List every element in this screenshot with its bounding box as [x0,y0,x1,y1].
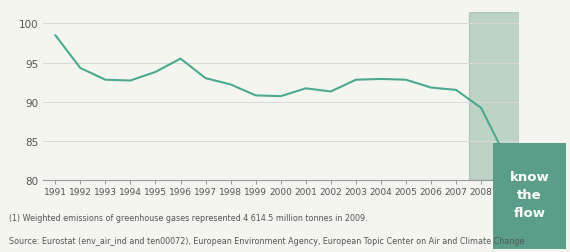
Text: Source: Eurostat (env_air_ind and ten00072), European Environment Agency, Europe: Source: Eurostat (env_air_ind and ten000… [9,236,524,245]
Text: know
the
flow: know the flow [510,170,549,219]
Text: (1) Weighted emissions of greenhouse gases represented 4 614.5 million tonnes in: (1) Weighted emissions of greenhouse gas… [9,213,367,222]
Bar [469,13,519,180]
